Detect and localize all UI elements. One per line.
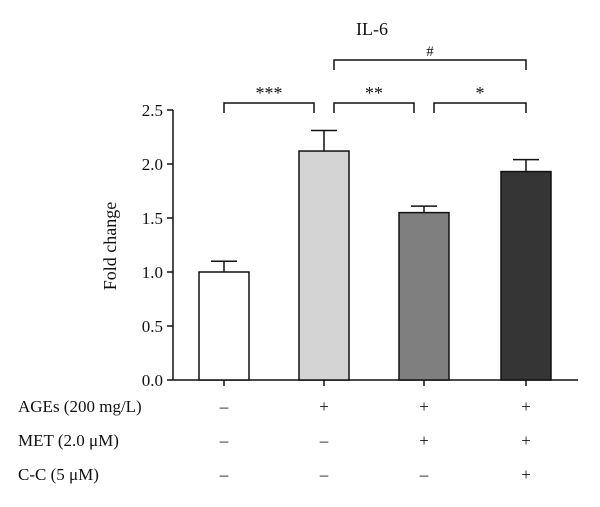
condition-label: C-C (5 μM) bbox=[18, 465, 99, 484]
significance-label: # bbox=[426, 44, 434, 60]
significance-bracket bbox=[333, 102, 415, 113]
condition-value: + bbox=[521, 397, 531, 416]
y-tick-label: 0.5 bbox=[142, 317, 163, 336]
condition-value: + bbox=[521, 431, 531, 450]
bar bbox=[500, 170, 552, 381]
chart-title: IL-6 bbox=[356, 19, 388, 39]
condition-value: – bbox=[419, 465, 429, 484]
significance-bracket bbox=[433, 102, 527, 113]
x-ticks bbox=[223, 380, 527, 386]
bar bbox=[198, 271, 250, 381]
y-tick-label: 0.0 bbox=[142, 371, 163, 390]
condition-table: AGEs (200 mg/L) – + + + MET (2.0 μM) – – + + C-C (… bbox=[18, 397, 531, 484]
condition-value: – bbox=[219, 397, 229, 416]
bars bbox=[198, 150, 552, 381]
y-tick-label: 2.0 bbox=[142, 155, 163, 174]
condition-value: + bbox=[419, 431, 429, 450]
condition-label: MET (2.0 μM) bbox=[18, 431, 119, 450]
y-ticks: 0.0 0.5 1.0 1.5 2.0 2.5 bbox=[142, 101, 173, 390]
condition-value: + bbox=[521, 465, 531, 484]
significance-label: * bbox=[476, 83, 485, 103]
bar bbox=[398, 211, 450, 381]
significance-label: *** bbox=[256, 83, 283, 103]
y-tick-label: 2.5 bbox=[142, 101, 163, 120]
condition-value: – bbox=[319, 465, 329, 484]
y-tick-label: 1.5 bbox=[142, 209, 163, 228]
condition-value: – bbox=[219, 431, 229, 450]
significance-brackets: *** ** *# bbox=[223, 44, 527, 113]
condition-value: + bbox=[419, 397, 429, 416]
condition-value: – bbox=[219, 465, 229, 484]
significance-bracket bbox=[223, 102, 315, 113]
significance-label: ** bbox=[365, 83, 383, 103]
condition-value: + bbox=[319, 397, 329, 416]
bar bbox=[298, 150, 350, 381]
y-tick-label: 1.0 bbox=[142, 263, 163, 282]
condition-label: AGEs (200 mg/L) bbox=[18, 397, 142, 416]
condition-value: – bbox=[319, 431, 329, 450]
significance-bracket bbox=[333, 59, 527, 70]
y-axis-label: Fold change bbox=[100, 202, 120, 290]
error-bars bbox=[211, 129, 539, 272]
